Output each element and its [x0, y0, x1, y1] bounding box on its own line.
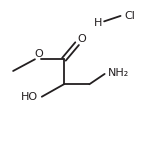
- Text: H: H: [94, 18, 103, 28]
- Text: O: O: [34, 49, 43, 59]
- Text: O: O: [77, 34, 86, 44]
- Text: NH₂: NH₂: [108, 68, 130, 78]
- Text: HO: HO: [21, 93, 38, 102]
- Text: Cl: Cl: [125, 11, 135, 21]
